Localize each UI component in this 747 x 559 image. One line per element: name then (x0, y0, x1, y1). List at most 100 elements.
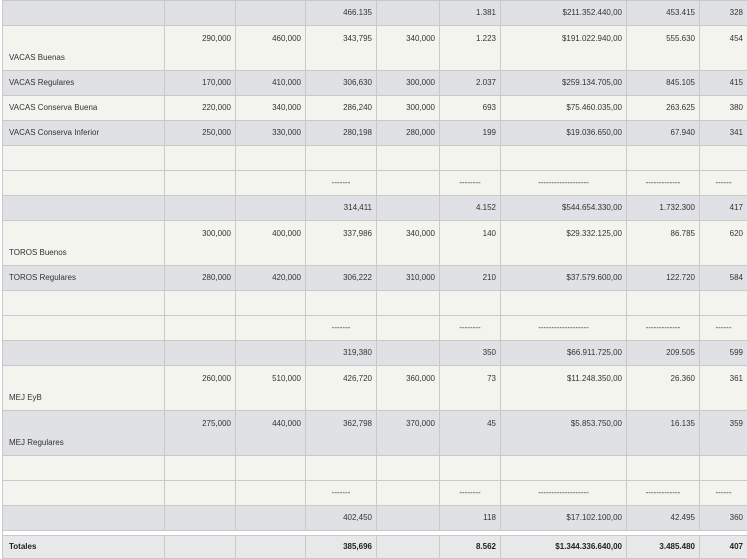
category-cell: TOROS Regulares (3, 266, 165, 291)
category-cell (3, 456, 165, 481)
mode-weight-cell: 280,000 (377, 121, 440, 146)
price-per-kg-cell: 359 (700, 411, 747, 456)
min-weight-cell: 300,000 (165, 221, 236, 266)
price-per-kg-cell: 415 (700, 71, 747, 96)
avg-weight-cell (306, 291, 377, 316)
category-cell: MEJ EyB (3, 366, 165, 411)
max-weight-cell: 460,000 (236, 26, 306, 71)
head-count-cell: 1.223 (440, 26, 501, 71)
price-per-kg-cell: ------ (700, 481, 747, 506)
table-row: VACAS Conserva Inferior 250,000 330,000 280… (3, 121, 747, 146)
amount-cell: $37.579.600,00 (501, 266, 627, 291)
amount-cell: $11.248.350,00 (501, 366, 627, 411)
mode-weight-cell (377, 341, 440, 366)
amount-cell: $17.102.100,00 (501, 506, 627, 531)
separator-row: ------- -------- ------------------- ------… (3, 316, 747, 341)
head-count-cell: 2.037 (440, 71, 501, 96)
subtotal-row: 466.135 1.381 $211.352.440,00 453.415 328 (3, 1, 747, 26)
separator-row: ------- -------- ------------------- ------… (3, 171, 747, 196)
total-kg-cell: ------------- (627, 171, 700, 196)
price-per-kg-cell: 360 (700, 506, 747, 531)
avg-weight-cell: 306,630 (306, 71, 377, 96)
totals-max-weight-cell (236, 535, 306, 559)
total-kg-cell: 122.720 (627, 266, 700, 291)
totals-price-per-kg-cell: 407 (700, 535, 747, 559)
mode-weight-cell: 340,000 (377, 221, 440, 266)
total-kg-cell: ------------- (627, 316, 700, 341)
category-cell (3, 341, 165, 366)
head-count-cell: 350 (440, 341, 501, 366)
table-row: VACAS Buenas 290,000 460,000 343,795 340,000… (3, 26, 747, 71)
totals-avg-weight-cell: 385,696 (306, 535, 377, 559)
min-weight-cell (165, 456, 236, 481)
min-weight-cell: 250,000 (165, 121, 236, 146)
min-weight-cell (165, 1, 236, 26)
amount-cell: $75.460.035,00 (501, 96, 627, 121)
avg-weight-cell: 337,986 (306, 221, 377, 266)
category-cell: TOROS Buenos (3, 221, 165, 266)
max-weight-cell: 440,000 (236, 411, 306, 456)
max-weight-cell: 420,000 (236, 266, 306, 291)
amount-cell (501, 456, 627, 481)
head-count-cell: 4.152 (440, 196, 501, 221)
max-weight-cell (236, 1, 306, 26)
category-cell: VACAS Regulares (3, 71, 165, 96)
max-weight-cell: 330,000 (236, 121, 306, 146)
max-weight-cell: 340,000 (236, 96, 306, 121)
max-weight-cell (236, 506, 306, 531)
subtotal-row: 402,450 118 $17.102.100,00 42.495 360 (3, 506, 747, 531)
mode-weight-cell (377, 291, 440, 316)
category-cell (3, 196, 165, 221)
avg-weight-cell: ------- (306, 481, 377, 506)
category-cell: MEJ Regulares (3, 411, 165, 456)
max-weight-cell (236, 291, 306, 316)
total-kg-cell: 86.785 (627, 221, 700, 266)
price-per-kg-cell (700, 146, 747, 171)
head-count-cell (440, 146, 501, 171)
total-kg-cell (627, 456, 700, 481)
amount-cell: $191.022.940,00 (501, 26, 627, 71)
total-kg-cell: 67.940 (627, 121, 700, 146)
max-weight-cell (236, 456, 306, 481)
totals-category-cell: Totales (3, 535, 165, 559)
amount-cell: ------------------- (501, 171, 627, 196)
max-weight-cell (236, 341, 306, 366)
amount-cell: $66.911.725,00 (501, 341, 627, 366)
mode-weight-cell: 360,000 (377, 366, 440, 411)
category-cell: VACAS Conserva Inferior (3, 121, 165, 146)
min-weight-cell (165, 481, 236, 506)
avg-weight-cell (306, 456, 377, 481)
totals-amount-cell: $1.344.336.640,00 (501, 535, 627, 559)
min-weight-cell (165, 171, 236, 196)
avg-weight-cell: ------- (306, 171, 377, 196)
min-weight-cell: 280,000 (165, 266, 236, 291)
total-kg-cell: 16.135 (627, 411, 700, 456)
head-count-cell: -------- (440, 481, 501, 506)
avg-weight-cell (306, 146, 377, 171)
price-per-kg-cell (700, 291, 747, 316)
table-row: VACAS Conserva Buena 220,000 340,000 286,24… (3, 96, 747, 121)
total-kg-cell: ------------- (627, 481, 700, 506)
blank-row (3, 146, 747, 171)
mode-weight-cell (377, 146, 440, 171)
avg-weight-cell: 306,222 (306, 266, 377, 291)
max-weight-cell: 410,000 (236, 71, 306, 96)
category-cell (3, 291, 165, 316)
min-weight-cell: 275,000 (165, 411, 236, 456)
mode-weight-cell: 300,000 (377, 96, 440, 121)
category-cell (3, 481, 165, 506)
head-count-cell: -------- (440, 171, 501, 196)
max-weight-cell (236, 481, 306, 506)
total-kg-cell: 209.505 (627, 341, 700, 366)
amount-cell: ------------------- (501, 316, 627, 341)
mode-weight-cell: 310,000 (377, 266, 440, 291)
mode-weight-cell (377, 1, 440, 26)
total-kg-cell: 845.105 (627, 71, 700, 96)
head-count-cell (440, 456, 501, 481)
head-count-cell: 199 (440, 121, 501, 146)
avg-weight-cell: 280,198 (306, 121, 377, 146)
head-count-cell: -------- (440, 316, 501, 341)
mode-weight-cell (377, 316, 440, 341)
head-count-cell: 693 (440, 96, 501, 121)
